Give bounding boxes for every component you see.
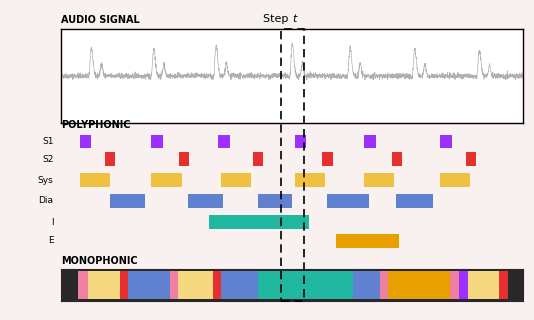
Bar [336, 234, 398, 248]
Bar [258, 194, 293, 208]
Bar [364, 173, 394, 187]
Bar [77, 271, 88, 299]
Bar [440, 135, 452, 148]
Bar [218, 135, 230, 148]
Bar [120, 271, 128, 299]
Text: Dia: Dia [38, 196, 53, 205]
Text: Sys: Sys [38, 176, 53, 185]
Bar [388, 271, 450, 299]
Bar [152, 173, 182, 187]
Text: MONOPHONIC: MONOPHONIC [61, 256, 138, 266]
Text: E: E [48, 236, 53, 245]
Bar [327, 194, 368, 208]
Bar [396, 194, 433, 208]
Bar [391, 152, 402, 166]
Bar [170, 271, 178, 299]
Bar [80, 173, 110, 187]
Bar [353, 271, 380, 299]
Bar [221, 271, 258, 299]
Bar [189, 194, 223, 208]
Bar [80, 135, 91, 148]
Text: I: I [51, 218, 53, 227]
Bar [440, 173, 470, 187]
Bar [364, 135, 375, 148]
Bar [459, 271, 468, 299]
Text: Step: Step [263, 14, 293, 24]
Bar [295, 135, 306, 148]
Bar [152, 135, 163, 148]
Bar [380, 271, 388, 299]
Bar [213, 271, 221, 299]
Text: POLYPHONIC: POLYPHONIC [61, 120, 131, 130]
Bar [253, 152, 263, 166]
Bar [221, 173, 251, 187]
Bar [88, 271, 120, 299]
Text: t: t [293, 14, 297, 24]
Bar [258, 271, 353, 299]
Bar [110, 194, 145, 208]
Bar [323, 152, 333, 166]
Bar [179, 152, 190, 166]
Bar [499, 271, 508, 299]
Bar [105, 152, 115, 166]
Bar [178, 271, 213, 299]
Bar [450, 271, 459, 299]
Text: S1: S1 [42, 137, 53, 146]
Text: AUDIO SIGNAL: AUDIO SIGNAL [61, 15, 140, 25]
Bar [128, 271, 170, 299]
Bar [209, 215, 309, 229]
Text: S2: S2 [42, 155, 53, 164]
Bar [466, 152, 476, 166]
Bar [295, 173, 325, 187]
Bar [468, 271, 499, 299]
